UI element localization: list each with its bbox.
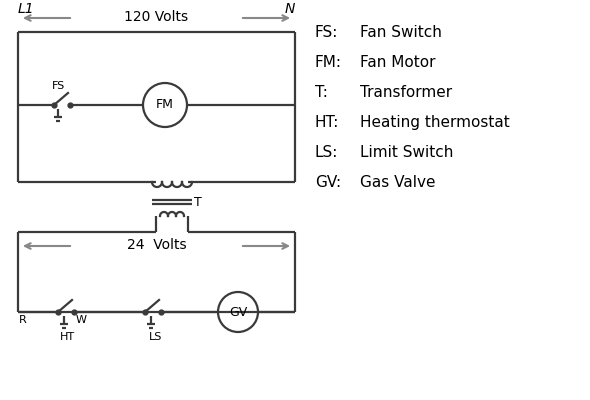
Text: 24  Volts: 24 Volts (127, 238, 186, 252)
Text: W: W (76, 315, 87, 325)
Text: Transformer: Transformer (360, 85, 452, 100)
Text: HT:: HT: (315, 115, 339, 130)
Text: Limit Switch: Limit Switch (360, 145, 453, 160)
Text: FS:: FS: (315, 25, 339, 40)
Text: Heating thermostat: Heating thermostat (360, 115, 510, 130)
Text: FM: FM (156, 98, 174, 112)
Text: N: N (285, 2, 296, 16)
Text: T: T (194, 196, 202, 210)
Text: GV: GV (229, 306, 247, 318)
Text: Gas Valve: Gas Valve (360, 175, 435, 190)
Text: LS: LS (149, 332, 162, 342)
Text: 120 Volts: 120 Volts (124, 10, 189, 24)
Text: Fan Motor: Fan Motor (360, 55, 435, 70)
Text: FS: FS (52, 81, 65, 91)
Text: L1: L1 (18, 2, 35, 16)
Text: T:: T: (315, 85, 328, 100)
Text: Fan Switch: Fan Switch (360, 25, 442, 40)
Text: FM:: FM: (315, 55, 342, 70)
Text: R: R (19, 315, 27, 325)
Text: GV:: GV: (315, 175, 341, 190)
Text: LS:: LS: (315, 145, 339, 160)
Text: HT: HT (60, 332, 75, 342)
